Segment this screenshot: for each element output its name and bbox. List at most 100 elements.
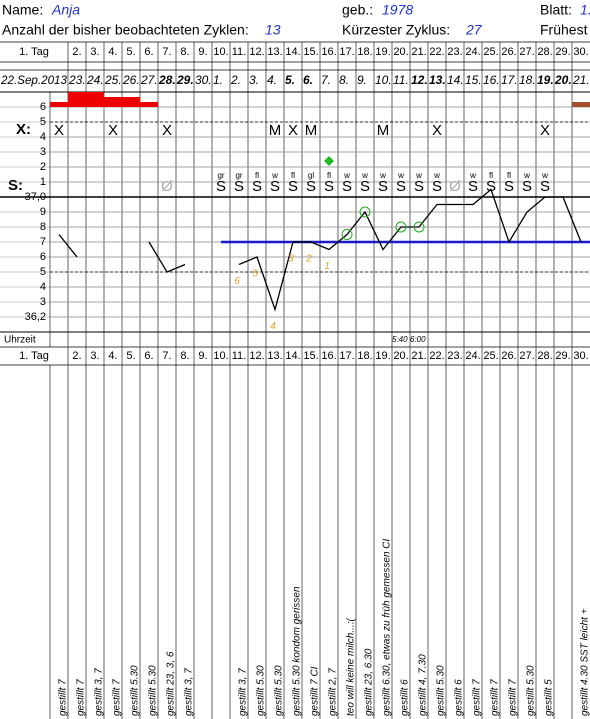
- circled-point: [359, 206, 371, 218]
- count-label: 1: [324, 261, 330, 272]
- day-note: gestillt 7: [112, 679, 123, 716]
- day-note: gestillt 5.30: [256, 665, 267, 716]
- name-label: Name:: [2, 2, 43, 18]
- s-mark: S: [234, 178, 244, 195]
- day-label: 23.: [447, 350, 462, 362]
- shortest-value: 27: [465, 22, 483, 38]
- y-tick-label: 36,2: [25, 311, 46, 323]
- s-mark: S: [396, 178, 406, 195]
- born-value: 1978: [382, 2, 413, 18]
- s-sup: w: [361, 171, 368, 180]
- day-label: 6.: [144, 350, 153, 362]
- bleeding-bar: [122, 97, 140, 107]
- date-label: 25.: [104, 73, 122, 87]
- y-tick-label: 7: [40, 236, 46, 248]
- date-label: 29.: [176, 73, 194, 87]
- day-label: 21.: [411, 350, 426, 362]
- day-note: gestillt 6.30, etwas zu früh gemessen CI: [382, 538, 393, 716]
- day-note: gestillt 5: [544, 679, 555, 716]
- day-note: gestillt 6: [454, 679, 465, 716]
- earliest-label: Frühest: [540, 22, 588, 38]
- day-label: 16.: [321, 350, 336, 362]
- day-label: 11.: [232, 350, 246, 362]
- spotting-bar: [572, 102, 590, 107]
- s-mark: S: [270, 178, 280, 195]
- day-label: 14.: [285, 350, 300, 362]
- sheet-value: 1.: [580, 2, 590, 18]
- scale-tick-label: 4: [40, 131, 46, 143]
- day-label: 26.: [501, 350, 516, 362]
- day-label: 15.: [303, 46, 318, 58]
- s-mark: S: [216, 178, 226, 195]
- day-label: 5.: [126, 350, 135, 362]
- time-row-label: Uhrzeit: [4, 335, 36, 346]
- temperature-line: [238, 188, 582, 312]
- day-label: 20.: [393, 46, 408, 58]
- day-label: 4.: [108, 350, 117, 362]
- peak-marker: [324, 156, 334, 166]
- cycles-value: 13: [265, 22, 281, 38]
- born-label: geb.:: [342, 2, 373, 18]
- day-label: 23.: [447, 46, 462, 58]
- date-label: 3.: [249, 73, 259, 87]
- s-sup: w: [433, 171, 440, 180]
- day-label: 8.: [180, 46, 189, 58]
- day-label: 29.: [555, 350, 570, 362]
- s-mark: S: [324, 178, 334, 195]
- count-label: 5: [252, 269, 258, 280]
- bleeding-bar: [140, 102, 158, 107]
- temperature-line: [148, 241, 186, 273]
- circled-point: [395, 221, 407, 233]
- day-note: gestillt 5.30: [436, 665, 447, 716]
- day-label: 19.: [375, 350, 390, 362]
- day-label: 27.: [519, 46, 534, 58]
- temperature-line: [58, 234, 78, 258]
- day-note: gestillt 7: [76, 679, 87, 716]
- day-label: 11.: [232, 46, 246, 58]
- day-label: 12.: [249, 350, 264, 362]
- s-sup: w: [343, 171, 350, 180]
- s-mark: S: [522, 178, 532, 195]
- day-label: 8.: [180, 350, 189, 362]
- s-mark: S: [252, 178, 262, 195]
- x-mark: X: [432, 122, 442, 139]
- bleeding-bar: [86, 92, 104, 107]
- s-sup: fl: [255, 171, 259, 180]
- day-label: 27.: [519, 350, 534, 362]
- date-label: 10.: [375, 73, 392, 87]
- day-label: 14.: [285, 46, 300, 58]
- date-label: 21.: [572, 73, 590, 87]
- y-tick-label: 9: [40, 206, 46, 218]
- day-label: 12.: [249, 46, 264, 58]
- day-note: gestillt 2, 7: [328, 668, 339, 716]
- s-mark: S: [540, 178, 550, 195]
- s-sup: gr: [235, 171, 242, 180]
- s-mark: S: [414, 178, 424, 195]
- day-label: 2.: [72, 46, 81, 58]
- date-label: 1.: [213, 73, 223, 87]
- scale-tick-label: 5: [40, 116, 46, 128]
- date-label: 30.: [195, 73, 212, 87]
- s-sup: fl: [291, 171, 295, 180]
- y-tick-label: 4: [40, 281, 46, 293]
- date-label: 24.: [86, 73, 104, 87]
- day-label: 16.: [321, 46, 336, 58]
- date-label: 11.: [393, 73, 409, 87]
- s-sup: fl: [489, 171, 493, 180]
- day-note: gestillt 5.30: [526, 665, 537, 716]
- date-label: 8.: [339, 73, 349, 87]
- time-label: 5:40: [392, 335, 408, 344]
- date-label: 28.: [158, 73, 176, 87]
- date-label: 27.: [140, 73, 158, 87]
- s-sup: fl: [327, 171, 331, 180]
- day-label: 13.: [267, 46, 282, 58]
- day-label: 26.: [501, 46, 516, 58]
- date-label: 7.: [321, 73, 331, 87]
- x-mark: X: [54, 122, 64, 139]
- count-label: 2: [305, 254, 312, 265]
- day-label: 7.: [162, 350, 171, 362]
- date-label: 23.: [68, 73, 86, 87]
